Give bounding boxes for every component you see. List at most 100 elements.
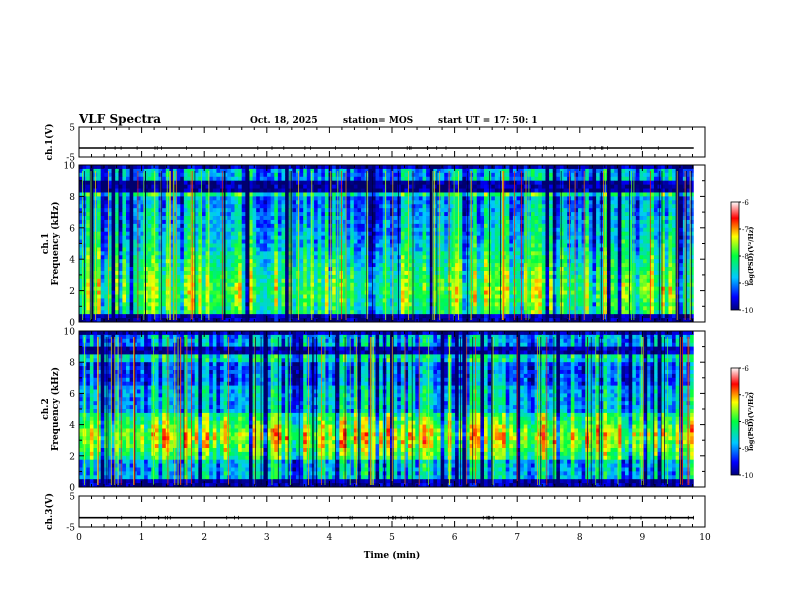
spectrogram-cell [299, 208, 304, 213]
spectrogram-cell [97, 168, 102, 174]
spectrogram-cell [494, 216, 499, 221]
spectrogram-cell [444, 200, 449, 205]
spectrogram-cell [690, 196, 695, 201]
spectrogram-cell [494, 200, 499, 205]
spectrogram-cell [122, 267, 127, 272]
spectrogram-cell [299, 200, 304, 205]
spectrogram-cell [277, 196, 282, 201]
spectrogram-cell [173, 168, 178, 174]
spectrogram-cell [429, 176, 434, 182]
spectrogram-cell [277, 200, 282, 205]
spectrogram-cell [646, 251, 651, 256]
spectrogram-cell [252, 274, 257, 280]
spectrogram-cell [418, 176, 423, 182]
spectrogram-cell [545, 263, 550, 268]
spectrogram-cell [538, 168, 543, 174]
spectrogram-cell [234, 212, 239, 217]
spectrogram-cell [541, 247, 546, 252]
spectrogram-cell [104, 196, 109, 201]
spectrogram-cell [270, 243, 275, 248]
spectrogram-cell [299, 243, 304, 248]
spectrogram-cell [534, 212, 539, 217]
spectrogram-cell [122, 223, 127, 229]
spectrogram-cell [140, 219, 145, 225]
spectrogram-cell [173, 267, 178, 272]
spectrogram-cell [241, 223, 246, 229]
spectrogram-cell [285, 223, 290, 229]
spectrogram-cell [646, 180, 651, 186]
spectrogram-cell [458, 192, 463, 197]
spectrogram-cell [549, 223, 554, 229]
spectrogram-cell [422, 270, 427, 276]
spectrogram-cell [531, 251, 536, 256]
spectrogram-cell [321, 270, 326, 276]
spectrogram-cell [552, 176, 557, 182]
spectrogram-cell [256, 223, 261, 229]
spectrogram-cell [187, 255, 192, 260]
spectrogram-cell [512, 223, 517, 229]
spectrogram-cell [480, 231, 485, 237]
spectrogram-cell [299, 223, 304, 229]
spectrogram-cell [433, 168, 438, 174]
spectrogram-cell [491, 247, 496, 252]
spectrogram-cell [292, 192, 297, 197]
spectrogram-cell [107, 192, 112, 197]
spectrogram-cell [527, 212, 532, 217]
spectrogram-cell [147, 235, 152, 240]
spectrogram-cell [115, 180, 120, 186]
spectrogram-cell [643, 259, 648, 264]
spectrogram-cell [415, 176, 420, 182]
spectrogram-cell [563, 251, 568, 256]
spectrogram-cell [643, 239, 648, 244]
spectrogram-cell [151, 208, 156, 213]
spectrogram-cell [107, 267, 112, 272]
spectrogram-cell [672, 196, 677, 201]
spectrogram-cell [104, 212, 109, 217]
spectrogram-cell [274, 200, 279, 205]
spectrogram-cell [277, 204, 282, 209]
spectrogram-cell [690, 247, 695, 252]
spectrogram-cell [350, 263, 355, 268]
spectrogram-cell [263, 200, 268, 205]
spectrogram-cell [545, 188, 550, 193]
spectrogram-cell [277, 184, 282, 189]
spectrogram-cell [505, 184, 510, 189]
spectrogram-cell [201, 251, 206, 256]
spectrogram-cell [599, 267, 604, 272]
spectrogram-cell [592, 267, 597, 272]
spectrogram-cell [509, 188, 514, 193]
spectrogram-cell [285, 243, 290, 248]
spectrogram-cell [516, 192, 521, 197]
spectrogram-cell [176, 247, 181, 252]
spectrogram-cell [570, 263, 575, 268]
spectrogram-cell [79, 216, 84, 221]
spectrogram-cell [476, 208, 481, 213]
spectrogram-cell [321, 231, 326, 237]
spectrogram-cell [209, 208, 214, 213]
spectrogram-cell [408, 208, 413, 213]
spectrogram-cell [672, 212, 677, 217]
spectrogram-cell [346, 212, 351, 217]
spectrogram-cell [375, 259, 380, 264]
spectrogram-cell [538, 231, 543, 237]
spectrogram-cell [230, 263, 235, 268]
spectrogram-cell [534, 208, 539, 213]
spectrogram-cell [643, 270, 648, 276]
spectrogram-cell [592, 172, 597, 178]
spectrogram-cell [133, 267, 138, 272]
spectrogram-cell [321, 274, 326, 280]
spectrogram-cell [303, 188, 308, 193]
spectrogram-cell [462, 216, 467, 221]
spectrogram-cell [436, 243, 442, 248]
spectrogram-cell [480, 223, 485, 229]
spectrogram-cell [129, 270, 134, 276]
spectrogram-cell [653, 267, 658, 272]
spectrogram-cell [317, 223, 322, 229]
spectrogram-cell [617, 231, 622, 237]
spectrogram-cell [245, 239, 250, 244]
spectrogram-cell [538, 188, 543, 193]
spectrogram-cell [107, 255, 112, 260]
spectrogram-cell [252, 176, 257, 182]
spectrogram-cell [520, 168, 525, 174]
spectrogram-cell [256, 267, 261, 272]
